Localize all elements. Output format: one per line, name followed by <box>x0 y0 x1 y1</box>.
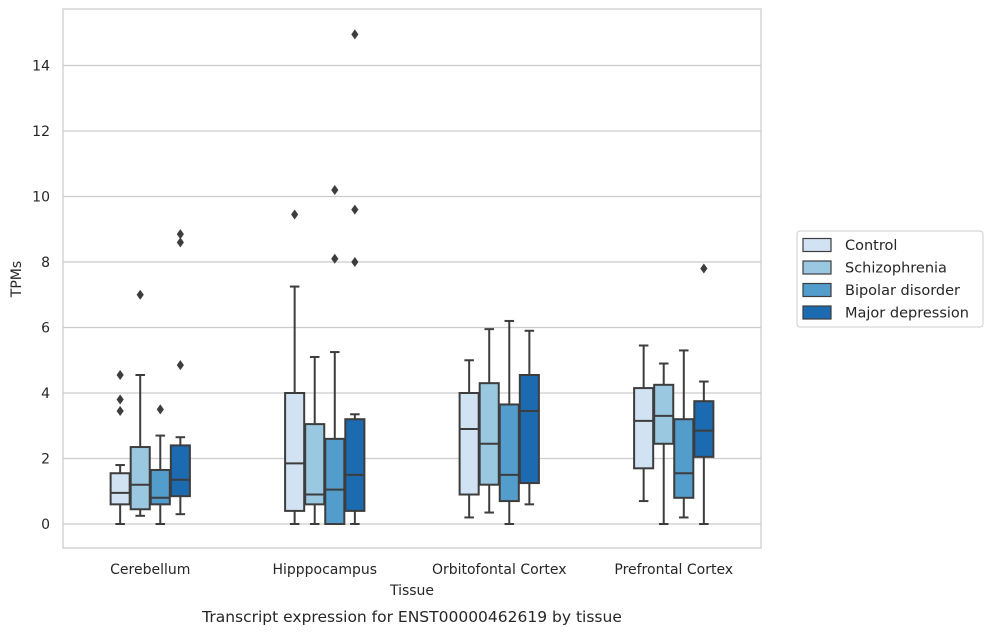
box-group <box>149 404 171 525</box>
legend-swatch <box>802 237 832 253</box>
y-axis-label: TPMs <box>9 261 25 298</box>
x-tick-label: Cerebellum <box>110 562 190 578</box>
outlier-point <box>116 394 124 405</box>
box <box>129 446 151 511</box>
y-tick-label: 8 <box>41 255 50 271</box>
legend: Control Schizophrenia Bipolar disorder Majo… <box>796 230 984 328</box>
box-group <box>304 355 326 525</box>
box-group <box>129 289 151 517</box>
x-tick-label: Orbitofontal Cortex <box>432 562 567 578</box>
outlier-point <box>291 209 299 220</box>
outlier-point <box>700 263 708 274</box>
box-group <box>284 209 306 525</box>
box <box>284 392 306 512</box>
box-group <box>693 263 715 525</box>
box <box>673 418 695 499</box>
legend-label: Control <box>845 238 897 254</box>
legend-frame <box>796 230 984 328</box>
outlier-point <box>351 204 359 215</box>
box <box>633 387 655 470</box>
box <box>109 472 131 506</box>
box <box>498 403 520 503</box>
box-group <box>673 349 695 519</box>
y-tick-label: 12 <box>32 124 50 140</box>
outlier-point <box>116 406 124 417</box>
outlier-point <box>136 289 144 300</box>
outlier-point <box>176 360 184 371</box>
box-group <box>633 344 655 503</box>
box <box>169 444 191 498</box>
legend-swatch <box>802 260 832 275</box>
legend-swatch <box>802 305 832 320</box>
outlier-point <box>116 369 124 380</box>
plot-area <box>63 9 761 548</box>
legend-swatch <box>802 282 832 298</box>
outlier-point <box>331 253 339 264</box>
box-group <box>518 329 540 506</box>
box <box>693 400 715 458</box>
box <box>653 383 675 445</box>
box-group <box>324 184 346 526</box>
outlier-point <box>156 404 164 415</box>
legend-label: Bipolar disorder <box>845 283 960 299</box>
chart-caption: Transcript expression for ENST0000046261… <box>201 608 622 626</box>
outlier-point <box>176 229 184 240</box>
box <box>478 382 500 486</box>
y-tick-label: 0 <box>41 517 50 533</box>
x-tick-label: Hipppocampus <box>272 562 377 578</box>
box-group <box>653 362 675 525</box>
box-group <box>498 319 520 525</box>
box-group <box>169 229 191 516</box>
x-axis-label: Tissue <box>389 583 434 599</box>
box <box>518 373 540 485</box>
box <box>344 418 366 512</box>
outlier-point <box>176 237 184 248</box>
box <box>149 468 171 506</box>
y-tick-label: 4 <box>41 386 50 402</box>
legend-label: Major depression <box>845 306 969 322</box>
outlier-point <box>351 29 359 40</box>
plot-frame <box>62 8 762 549</box>
outlier-point <box>331 184 339 195</box>
box <box>304 423 326 506</box>
x-tick-label: Prefrontal Cortex <box>614 562 733 578</box>
box <box>324 437 346 526</box>
box-group <box>458 359 480 519</box>
box-group <box>109 369 131 525</box>
box-group <box>344 29 366 525</box>
y-tick-label: 2 <box>41 452 50 468</box>
y-tick-label: 6 <box>41 321 50 337</box>
legend-label: Schizophrenia <box>845 261 947 277</box>
box <box>458 392 480 496</box>
x-tick-labels: Cerebellum Hipppocampus Orbitofontal Corte… <box>110 562 733 578</box>
y-tick-labels: 0 2 4 6 8 10 12 14 <box>32 59 50 534</box>
y-tick-label: 14 <box>32 59 50 75</box>
box-group <box>478 328 500 514</box>
outlier-point <box>351 257 359 267</box>
box-series <box>109 29 715 526</box>
y-tick-label: 10 <box>32 190 50 206</box>
